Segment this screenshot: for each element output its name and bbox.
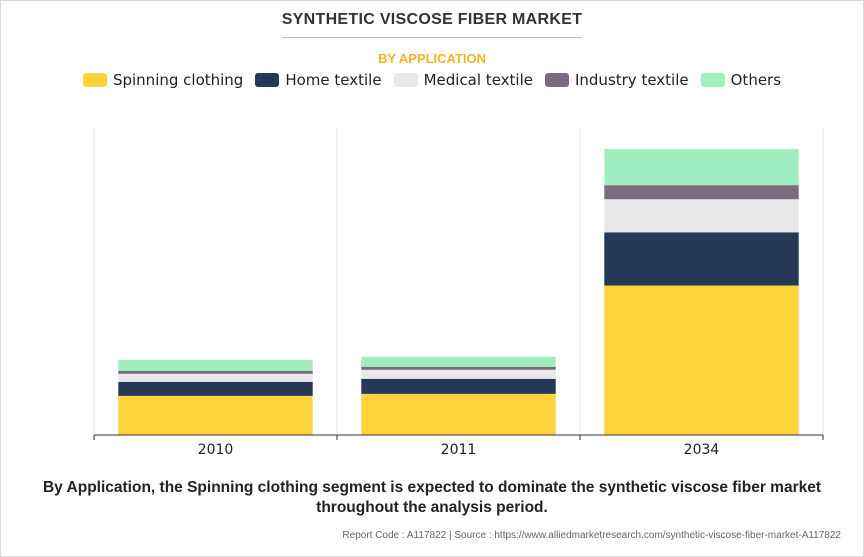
chart-title: SYNTHETIC VISCOSE FIBER MARKET	[281, 11, 583, 28]
legend-item-home-textile: Home textile	[255, 71, 382, 89]
source-note: Report Code : A117822 | Source : https:/…	[342, 530, 841, 541]
chart-subtitle: BY APPLICATION	[377, 51, 487, 66]
title-divider	[282, 37, 582, 38]
bar-segment-spinning-clothing-2011	[361, 393, 556, 435]
legend-label: Medical textile	[423, 71, 533, 89]
bar-segment-spinning-clothing-2034	[604, 285, 799, 435]
chart-footnote: By Application, the Spinning clothing se…	[42, 479, 822, 516]
bar-segment-medical-textile-2011	[361, 369, 556, 379]
legend: Spinning clothing Home textile Medical t…	[0, 71, 864, 89]
bar-segment-industry-textile-2034	[604, 185, 799, 200]
x-tick-label: 2011	[441, 442, 477, 458]
legend-label: Others	[730, 71, 782, 89]
legend-item-spinning-clothing: Spinning clothing	[82, 71, 244, 89]
legend-label: Home textile	[285, 71, 382, 89]
bar-segment-home-textile-2010	[118, 381, 313, 396]
x-tick-label: 2034	[684, 442, 720, 458]
legend-item-medical-textile: Medical textile	[393, 71, 533, 89]
bar-segment-medical-textile-2010	[118, 373, 313, 382]
bar-segment-home-textile-2034	[604, 232, 799, 286]
bar-segment-medical-textile-2034	[604, 199, 799, 233]
legend-swatch	[393, 73, 418, 87]
x-tick-label: 2010	[198, 442, 234, 458]
bar-segment-others-2011	[361, 356, 556, 367]
stacked-bar-chart: 2010 2011 2034	[93, 128, 824, 458]
legend-swatch	[544, 73, 569, 87]
bar-segment-others-2010	[118, 359, 313, 371]
bar-segment-industry-textile-2011	[361, 366, 556, 370]
legend-swatch	[700, 73, 725, 87]
bar-segment-spinning-clothing-2010	[118, 395, 313, 435]
bar-segment-others-2034	[604, 149, 799, 186]
legend-swatch	[82, 73, 107, 87]
legend-label: Industry textile	[574, 71, 689, 89]
bar-segment-industry-textile-2010	[118, 370, 313, 374]
legend-swatch	[255, 73, 280, 87]
legend-item-others: Others	[700, 71, 782, 89]
legend-label: Spinning clothing	[112, 71, 244, 89]
legend-item-industry-textile: Industry textile	[544, 71, 689, 89]
bar-segment-home-textile-2011	[361, 378, 556, 394]
